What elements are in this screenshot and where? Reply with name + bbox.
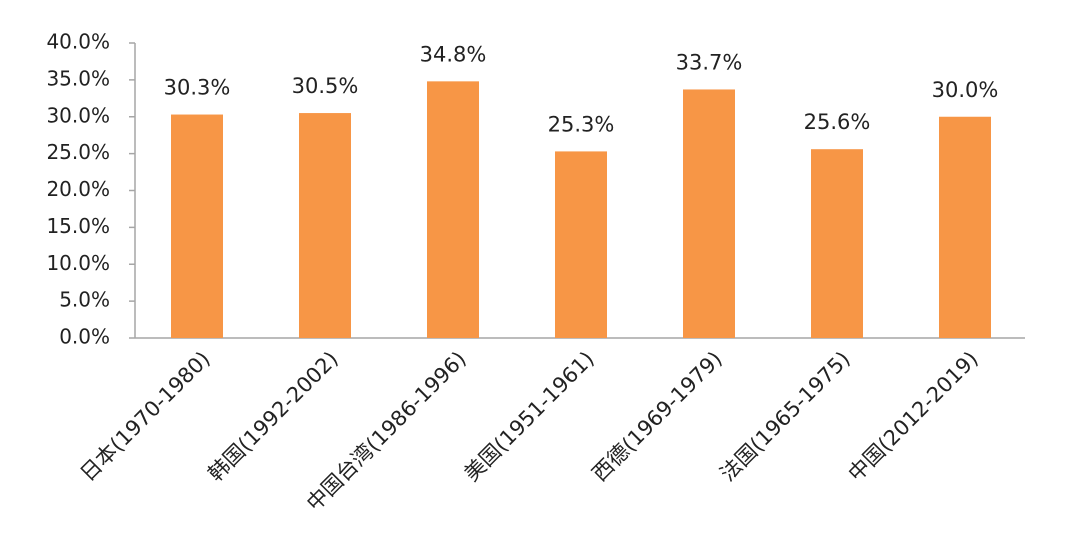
value-label: 33.7%: [676, 50, 743, 74]
value-label: 34.8%: [420, 42, 487, 66]
x-tick-label: 日本(1970-1980): [76, 347, 215, 486]
y-tick-label: 0.0%: [59, 325, 110, 349]
x-tick-label: 美国(1951-1961): [460, 347, 599, 486]
bar: [811, 149, 863, 338]
y-tick-label: 15.0%: [46, 214, 110, 238]
value-label: 25.3%: [548, 112, 615, 136]
bar: [683, 89, 735, 339]
y-tick-label: 10.0%: [46, 251, 110, 275]
y-tick-label: 30.0%: [46, 103, 110, 127]
value-label: 30.0%: [932, 78, 999, 102]
y-tick-label: 25.0%: [46, 140, 110, 164]
x-tick-label: 法国(1965-1975): [716, 347, 855, 486]
bar: [171, 114, 223, 338]
bar: [299, 113, 351, 338]
y-tick-label: 40.0%: [46, 30, 110, 54]
value-label: 25.6%: [804, 110, 871, 134]
bar: [555, 151, 607, 338]
bar: [939, 116, 991, 338]
y-tick-label: 20.0%: [46, 177, 110, 201]
value-label: 30.3%: [164, 76, 231, 100]
x-tick-label: 中国(2012-2019): [844, 347, 983, 486]
y-tick-label: 35.0%: [46, 66, 110, 90]
value-label: 30.5%: [292, 74, 359, 98]
bar: [427, 81, 479, 338]
x-tick-label: 西德(1969-1979): [588, 347, 727, 486]
x-tick-label: 韩国(1992-2002): [204, 347, 343, 486]
y-tick-label: 5.0%: [59, 288, 110, 312]
